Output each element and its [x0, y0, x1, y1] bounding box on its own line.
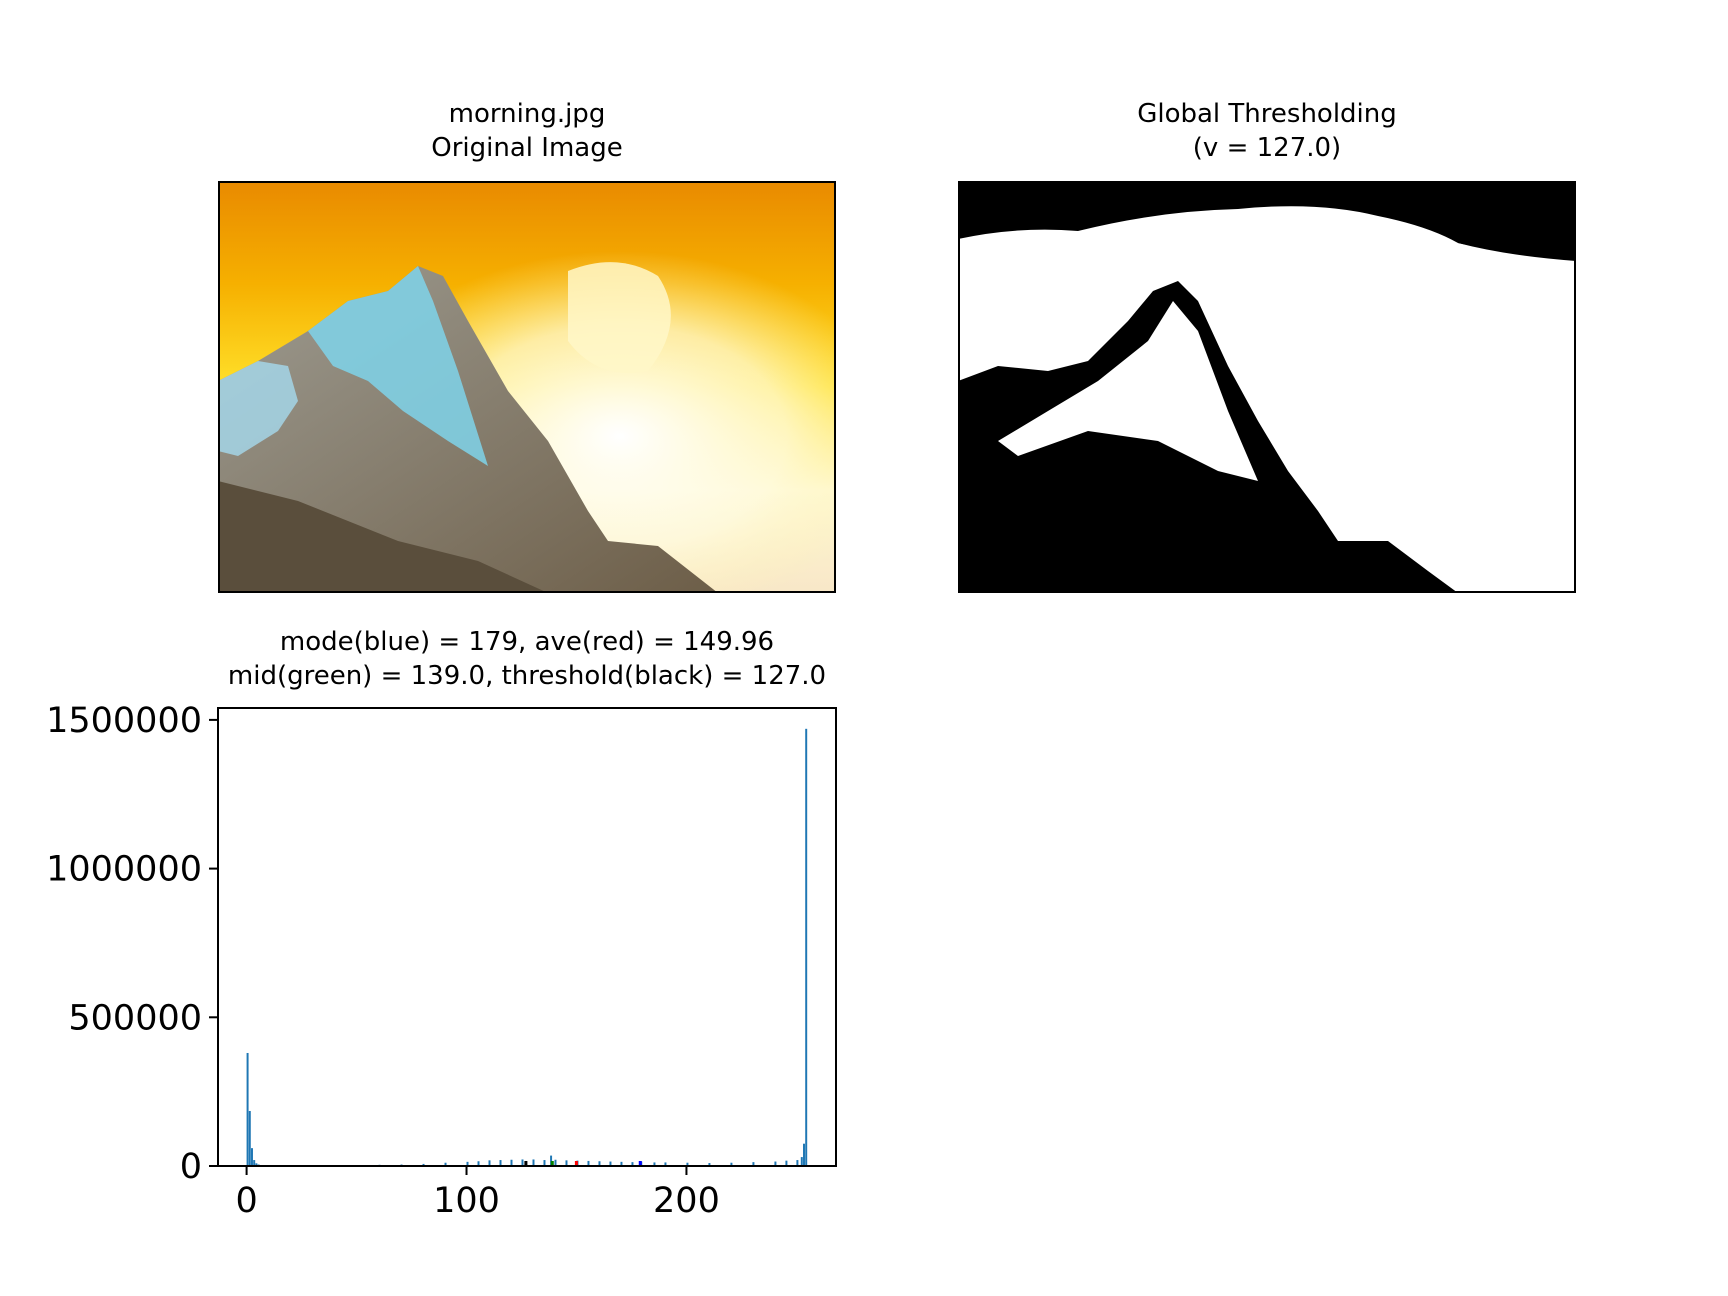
histogram-bar — [248, 1110, 251, 1166]
histogram-title: mode(blue) = 179, ave(red) = 149.96 mid(… — [120, 625, 934, 693]
y-tick-label: 1000000 — [46, 850, 202, 890]
threshold-border — [958, 181, 1576, 593]
histogram-bar — [796, 1160, 799, 1166]
original-image-filename: morning.jpg — [448, 99, 606, 129]
threshold-white-region — [958, 206, 1576, 593]
mountain-foreground — [218, 481, 548, 593]
x-tick-label: 100 — [433, 1181, 500, 1221]
histogram-bar — [774, 1161, 777, 1166]
histogram-bar — [800, 1157, 803, 1166]
histogram-bar — [554, 1159, 557, 1166]
histogram-bar — [477, 1161, 480, 1166]
y-tick-label: 1500000 — [46, 701, 202, 741]
threshold-image — [958, 181, 1576, 593]
histogram-bar — [466, 1161, 469, 1166]
histogram-bar — [664, 1162, 667, 1166]
histogram-bar — [250, 1148, 253, 1166]
histogram-bar — [609, 1161, 612, 1166]
threshold-title-line1: Global Thresholding — [1137, 99, 1397, 129]
histogram-bar — [587, 1160, 590, 1166]
histogram-bar — [805, 728, 808, 1166]
histogram-bar — [488, 1160, 491, 1166]
histogram-bar — [246, 1052, 249, 1166]
histogram-bar — [708, 1163, 711, 1166]
histogram-bar — [803, 1143, 805, 1166]
mountain-snow — [308, 266, 488, 466]
histogram-bar — [620, 1161, 623, 1166]
histogram-bar — [543, 1160, 546, 1166]
histogram-bar — [730, 1162, 733, 1166]
histogram-bar — [253, 1160, 256, 1166]
histogram-bar — [255, 1163, 258, 1166]
threshold-sky-black-patch — [1458, 181, 1576, 259]
mountain-snow-left — [218, 361, 298, 456]
histogram-bars — [246, 728, 808, 1166]
histogram-bar — [653, 1162, 656, 1166]
histogram-title-line1: mode(blue) = 179, ave(red) = 149.96 — [279, 627, 775, 657]
histogram-title-line2: mid(green) = 139.0, threshold(black) = 1… — [227, 661, 827, 691]
y-tick-label: 0 — [180, 1147, 202, 1187]
threshold-image-title: Global Thresholding (v = 127.0) — [958, 97, 1576, 165]
histogram-bar — [510, 1159, 513, 1166]
histogram-bar — [752, 1162, 755, 1166]
threshold-title-line2: (v = 127.0) — [1192, 133, 1342, 163]
histogram-bar — [422, 1163, 425, 1166]
original-image — [218, 181, 836, 593]
y-tick-label: 500000 — [68, 998, 202, 1038]
histogram-bar — [631, 1162, 634, 1166]
image-border — [218, 181, 836, 593]
histogram-bar — [550, 1155, 553, 1166]
histogram-bar — [785, 1160, 788, 1166]
x-tick-label: 200 — [653, 1181, 720, 1221]
original-image-title: morning.jpg Original Image — [218, 97, 836, 165]
histogram-bar — [565, 1160, 568, 1166]
threshold-mountain-white — [998, 301, 1258, 481]
histogram-bar — [521, 1159, 524, 1166]
histogram-bar — [532, 1159, 535, 1166]
original-image-subtitle: Original Image — [431, 133, 623, 163]
histogram-bar — [686, 1162, 689, 1166]
histogram-axes-frame — [217, 707, 837, 1167]
y-axis-ticks: 0 500000 1000000 1500000 — [46, 701, 218, 1187]
histogram-bar — [499, 1160, 502, 1166]
x-tick-label: 0 — [235, 1181, 257, 1221]
cloud-wisp — [568, 262, 671, 373]
histogram-bar — [598, 1161, 601, 1166]
histogram-bar — [444, 1162, 447, 1166]
x-axis-ticks: 0 100 200 — [235, 1166, 720, 1221]
